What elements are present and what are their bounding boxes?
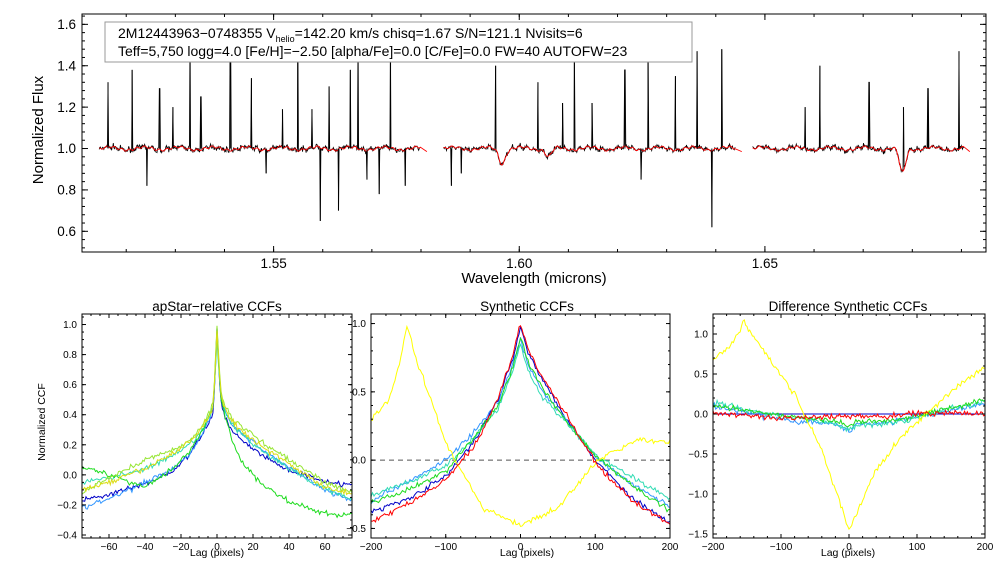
apstar-ccf-y-tick-label: 0.6: [63, 380, 77, 391]
synthetic-ccf-series-syn-3: [370, 343, 671, 501]
difference-ccf-series-diff-5: [712, 318, 986, 531]
spectrum-y-tick-label: 0.6: [57, 224, 76, 239]
apstar-ccf-x-tick-label: 60: [319, 542, 331, 553]
spectrum-annotation-line1: 2M12443963−0748355 Vhelio=142.20 km/s ch…: [118, 25, 583, 44]
difference-ccf-title: Difference Synthetic CCFs: [769, 299, 928, 314]
apstar-ccf-y-tick-label: 1.0: [63, 320, 77, 331]
difference-ccf-plot-area: [712, 318, 986, 531]
synthetic-ccf-panel: −200 −100 0 100 200 −0.5 0.0 0.5 1.0 Synthetic C…: [346, 299, 679, 559]
apstar-ccf-x-axis-label: Lag (pixels): [190, 547, 244, 559]
synthetic-ccf-x-axis-label: Lag (pixels): [500, 547, 554, 559]
apstar-ccf-y-tick-label: −0.2: [57, 500, 77, 511]
difference-ccf-y-tick-label: −1.0: [688, 490, 708, 501]
apstar-ccf-y-tick-label: 0.4: [63, 410, 77, 421]
difference-ccf-x-tick-label: −100: [770, 542, 793, 553]
difference-ccf-y-tick-label: −1.5: [688, 530, 708, 541]
difference-ccf-y-tick-label: −0.5: [688, 450, 708, 461]
apstar-ccf-y-tick-label: 0.8: [63, 350, 77, 361]
apstar-ccf-x-tick-label: −60: [101, 542, 118, 553]
difference-ccf-x-axis-label: Lag (pixels): [821, 547, 875, 559]
apstar-ccf-x-tick-label: −20: [173, 542, 190, 553]
apstar-ccf-x-tick-label: −40: [137, 542, 154, 553]
spectrum-annotation-line2: Teff=5,750 logg=4.0 [Fe/H]=−2.50 [alpha/…: [118, 43, 627, 59]
difference-ccf-series-diff-6: [712, 409, 986, 422]
apstar-ccf-series-ccf-6: [81, 330, 353, 496]
apstar-ccf-title: apStar−relative CCFs: [152, 299, 282, 314]
synthetic-ccf-y-tick-label: 0.0: [352, 456, 366, 467]
spectrum-axes: 1.55 1.60 1.65 0.6 0.8 1.0 1.2 1.4 1.6: [57, 13, 987, 271]
difference-ccf-panel: −200 −100 0 100 200 −1.5 −1.0 −0.5 0.0 0.5 1.0 Dif…: [688, 299, 994, 559]
difference-ccf-x-tick-label: 100: [909, 542, 926, 553]
synthetic-ccf-x-tick-label: −100: [434, 542, 457, 553]
apstar-ccf-axes: −60 −40 −20 0 20 40 60 −0.4 −0.2 0.0 0.2 0.4 0.6 0.8 1…: [57, 313, 353, 553]
synthetic-ccf-axes: −200 −100 0 100 200 −0.5 0.0 0.5 1.0: [346, 313, 679, 553]
spectrum-legend-box: [104, 21, 693, 63]
difference-ccf-y-tick-label: 0.0: [694, 410, 708, 421]
synthetic-ccf-series-syn-4: [370, 336, 671, 513]
spectrum-x-tick-label: 1.65: [752, 256, 778, 271]
difference-ccf-x-tick-label: 0: [846, 542, 852, 553]
synthetic-ccf-y-tick-label: −0.5: [346, 524, 366, 535]
difference-ccf-series-diff-4: [712, 398, 986, 428]
apstar-ccf-x-tick-label: 40: [283, 542, 295, 553]
spectrum-y-tick-label: 0.8: [57, 183, 76, 198]
synthetic-ccf-x-tick-label: 100: [587, 542, 604, 553]
apstar-ccf-x-tick-label: 20: [247, 542, 259, 553]
synthetic-ccf-x-tick-label: 0: [518, 542, 524, 553]
spectrum-y-tick-label: 1.0: [57, 141, 76, 156]
difference-ccf-x-tick-label: −200: [702, 542, 725, 553]
apstar-ccf-y-axis-label: Normalized CCF: [36, 383, 48, 461]
spectrum-y-tick-label: 1.6: [57, 17, 76, 32]
apstar-ccf-panel: −60 −40 −20 0 20 40 60 −0.4 −0.2 0.0 0.2 0.4 0.6 0.8 1…: [36, 299, 353, 559]
spectrum-x-axis-label: Wavelength (microns): [461, 270, 606, 287]
synthetic-ccf-y-tick-label: 0.5: [352, 387, 366, 398]
spectrum-model-line: [443, 145, 742, 166]
spectrum-y-tick-label: 1.4: [57, 58, 76, 73]
spectrum-y-tick-label: 1.2: [57, 100, 76, 115]
synthetic-ccf-series-syn-6: [370, 325, 671, 525]
difference-ccf-y-tick-label: 1.0: [694, 330, 708, 341]
apstar-ccf-x-tick-label: 0: [214, 542, 220, 553]
difference-ccf-x-tick-label: 200: [977, 542, 994, 553]
spectrum-frame: [81, 13, 987, 253]
synthetic-ccf-x-tick-label: −200: [360, 542, 383, 553]
synthetic-ccf-title: Synthetic CCFs: [480, 299, 574, 314]
apstar-ccf-series-ccf-5: [81, 325, 353, 495]
spectrum-y-axis-label: Normalized Flux: [30, 75, 47, 184]
spectrum-panel: 1.55 1.60 1.65 0.6 0.8 1.0 1.2 1.4 1.6 2M1244396…: [30, 13, 987, 287]
apstar-ccf-y-tick-label: 0.0: [63, 470, 77, 481]
apstar-ccf-y-tick-label: 0.2: [63, 440, 77, 451]
spectrum-model-line: [752, 145, 971, 172]
apstar-ccf-y-tick-label: −0.4: [57, 530, 77, 541]
spectrum-x-tick-label: 1.55: [260, 256, 286, 271]
synthetic-ccf-plot-area: [370, 324, 671, 527]
synthetic-ccf-x-tick-label: 200: [662, 542, 679, 553]
spectrum-x-tick-label: 1.60: [506, 256, 532, 271]
difference-ccf-y-tick-label: 0.5: [694, 370, 708, 381]
difference-ccf-axes: −200 −100 0 100 200 −1.5 −1.0 −0.5 0.0 0.5 1.0: [688, 313, 994, 553]
synthetic-ccf-y-tick-label: 1.0: [352, 319, 366, 330]
apstar-ccf-plot-area: [81, 325, 353, 519]
synthetic-ccf-series-syn-5: [370, 324, 671, 527]
